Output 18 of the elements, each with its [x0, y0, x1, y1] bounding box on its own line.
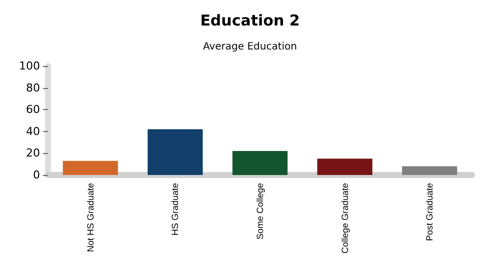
x-tick-label: Not HS Graduate [85, 183, 96, 252]
bar [317, 158, 372, 175]
y-tick-label: 100 [19, 60, 40, 72]
x-tick-label: HS Graduate [170, 183, 180, 236]
x-tick-label: College Graduate [340, 183, 350, 254]
y-tick-label: 0 [33, 168, 40, 182]
bar [62, 160, 118, 175]
x-tick-label: Post Graduate [424, 183, 435, 242]
y-tick-label: 40 [26, 124, 40, 138]
x-tick-label: Some College [255, 183, 265, 240]
bar [232, 151, 288, 175]
chart-subtitle: Average Education [202, 42, 298, 52]
y-tick-label: 60 [26, 103, 40, 116]
y-tick-label: 20 [26, 146, 40, 160]
bar [402, 166, 458, 175]
bar [148, 129, 203, 175]
chart-title: Education 2 [200, 12, 300, 30]
y-tick-label: 80 [26, 81, 40, 94]
